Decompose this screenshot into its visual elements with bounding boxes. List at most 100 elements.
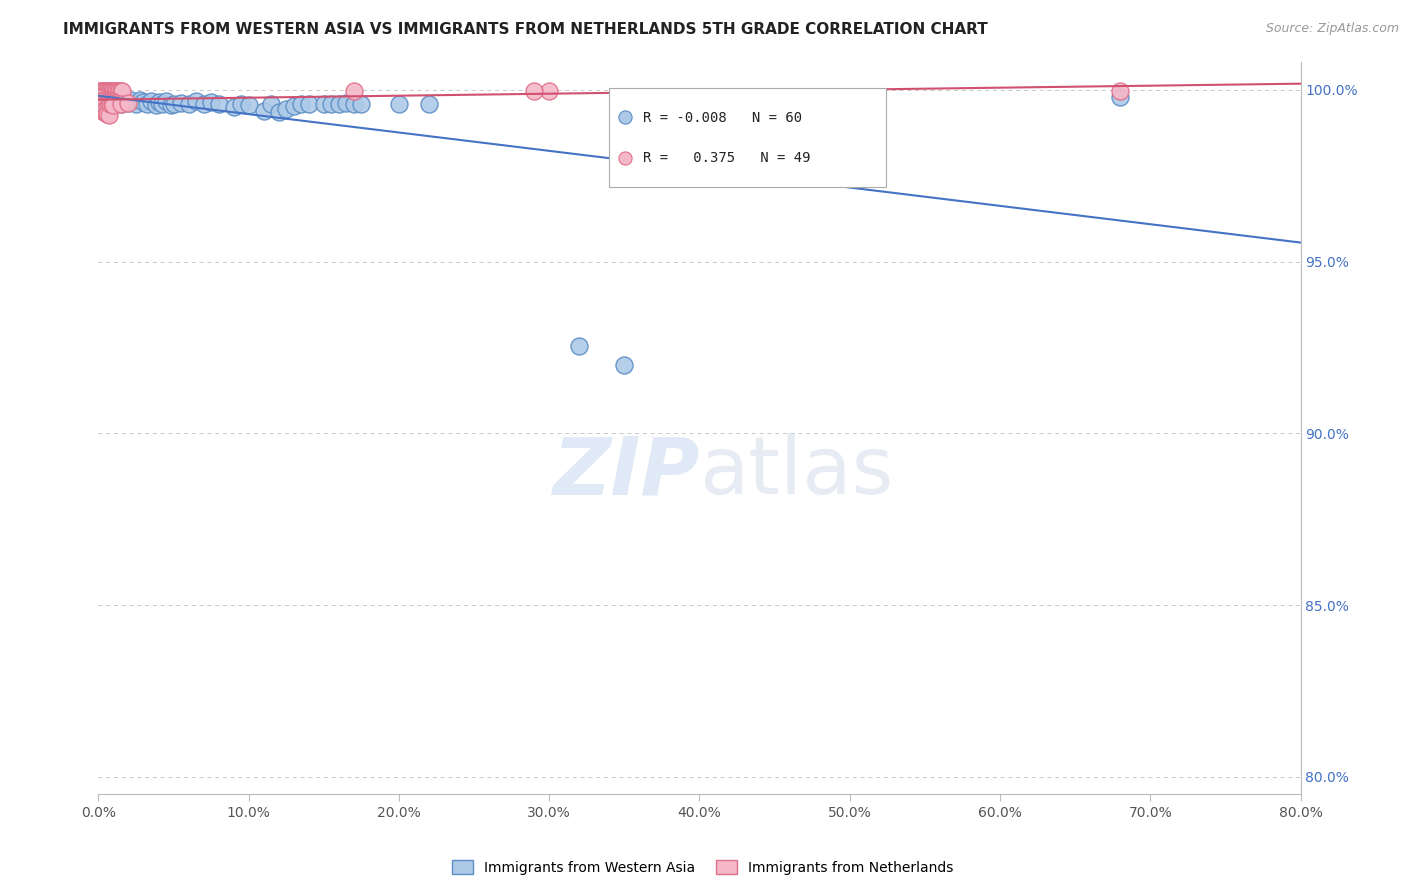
Text: R =   0.375   N = 49: R = 0.375 N = 49 — [643, 152, 810, 165]
Text: atlas: atlas — [700, 433, 894, 511]
Point — [104, 84, 127, 98]
Point — [343, 84, 366, 98]
Point — [745, 529, 768, 543]
Point — [129, 93, 152, 107]
Point — [103, 98, 125, 112]
Point — [91, 104, 114, 119]
Point — [231, 97, 253, 112]
Point — [159, 98, 181, 112]
Legend: Immigrants from Western Asia, Immigrants from Netherlands: Immigrants from Western Asia, Immigrants… — [447, 855, 959, 880]
Point — [90, 91, 112, 105]
Point — [1109, 84, 1132, 98]
Point — [523, 84, 546, 98]
Point — [104, 95, 127, 110]
Point — [298, 96, 321, 111]
Point — [276, 102, 298, 116]
Point — [94, 84, 117, 98]
Point — [114, 93, 136, 107]
Text: R = -0.008   N = 60: R = -0.008 N = 60 — [643, 111, 801, 125]
Point — [150, 96, 173, 111]
Point — [93, 105, 115, 120]
Point — [155, 94, 177, 108]
Point — [93, 99, 115, 113]
Point — [184, 94, 207, 108]
Point — [97, 103, 120, 117]
Point — [238, 98, 260, 112]
Point — [93, 84, 115, 98]
Point — [321, 97, 343, 112]
Point — [89, 89, 111, 103]
Point — [125, 96, 148, 111]
Point — [107, 84, 129, 98]
Point — [111, 94, 134, 108]
Point — [418, 97, 440, 112]
Point — [96, 84, 118, 98]
Point — [100, 96, 122, 111]
Point — [101, 97, 124, 112]
Point — [568, 339, 591, 353]
Point — [222, 100, 245, 114]
Point — [89, 90, 111, 104]
Point — [115, 94, 138, 108]
Point — [97, 95, 120, 110]
Point — [267, 105, 290, 120]
Point — [135, 96, 157, 111]
Point — [208, 96, 231, 111]
Point — [148, 95, 170, 109]
Point — [1109, 89, 1132, 103]
Point — [139, 94, 162, 108]
Point — [91, 84, 114, 98]
Point — [94, 93, 117, 107]
Point — [105, 84, 128, 98]
Text: ZIP: ZIP — [553, 433, 700, 511]
Point — [90, 84, 112, 98]
Text: Source: ZipAtlas.com: Source: ZipAtlas.com — [1265, 22, 1399, 36]
Point — [177, 97, 200, 112]
Point — [103, 95, 125, 109]
Point — [97, 84, 120, 98]
Point — [145, 98, 167, 112]
Point — [121, 93, 143, 107]
Point — [110, 84, 132, 98]
Point — [97, 108, 120, 122]
Point — [745, 341, 768, 355]
Point — [96, 107, 118, 121]
Point — [350, 96, 373, 111]
Point — [101, 84, 124, 98]
Point — [117, 95, 139, 110]
Point — [290, 97, 312, 112]
Point — [91, 93, 114, 107]
Point — [108, 93, 131, 107]
Point — [91, 93, 114, 107]
Point — [328, 96, 350, 111]
Point — [100, 96, 122, 111]
Point — [94, 101, 117, 115]
Point — [343, 96, 366, 111]
Point — [93, 94, 115, 108]
Point — [105, 93, 128, 107]
Point — [200, 95, 222, 109]
Point — [107, 94, 129, 108]
Point — [110, 96, 132, 111]
Point — [103, 84, 125, 98]
Point — [89, 84, 111, 98]
Point — [94, 94, 117, 108]
Point — [100, 96, 122, 111]
Point — [283, 99, 305, 113]
Point — [110, 96, 132, 111]
Text: IMMIGRANTS FROM WESTERN ASIA VS IMMIGRANTS FROM NETHERLANDS 5TH GRADE CORRELATIO: IMMIGRANTS FROM WESTERN ASIA VS IMMIGRAN… — [63, 22, 988, 37]
Point — [96, 95, 118, 109]
Point — [312, 96, 335, 111]
Point — [170, 95, 193, 110]
Point — [90, 97, 112, 112]
Point — [538, 84, 561, 98]
Point — [111, 84, 134, 98]
Point — [93, 93, 115, 107]
Point — [193, 96, 215, 111]
Point — [162, 96, 184, 111]
Point — [90, 91, 112, 105]
Point — [132, 95, 155, 109]
Point — [94, 106, 117, 120]
FancyBboxPatch shape — [609, 88, 886, 186]
Point — [108, 84, 131, 98]
